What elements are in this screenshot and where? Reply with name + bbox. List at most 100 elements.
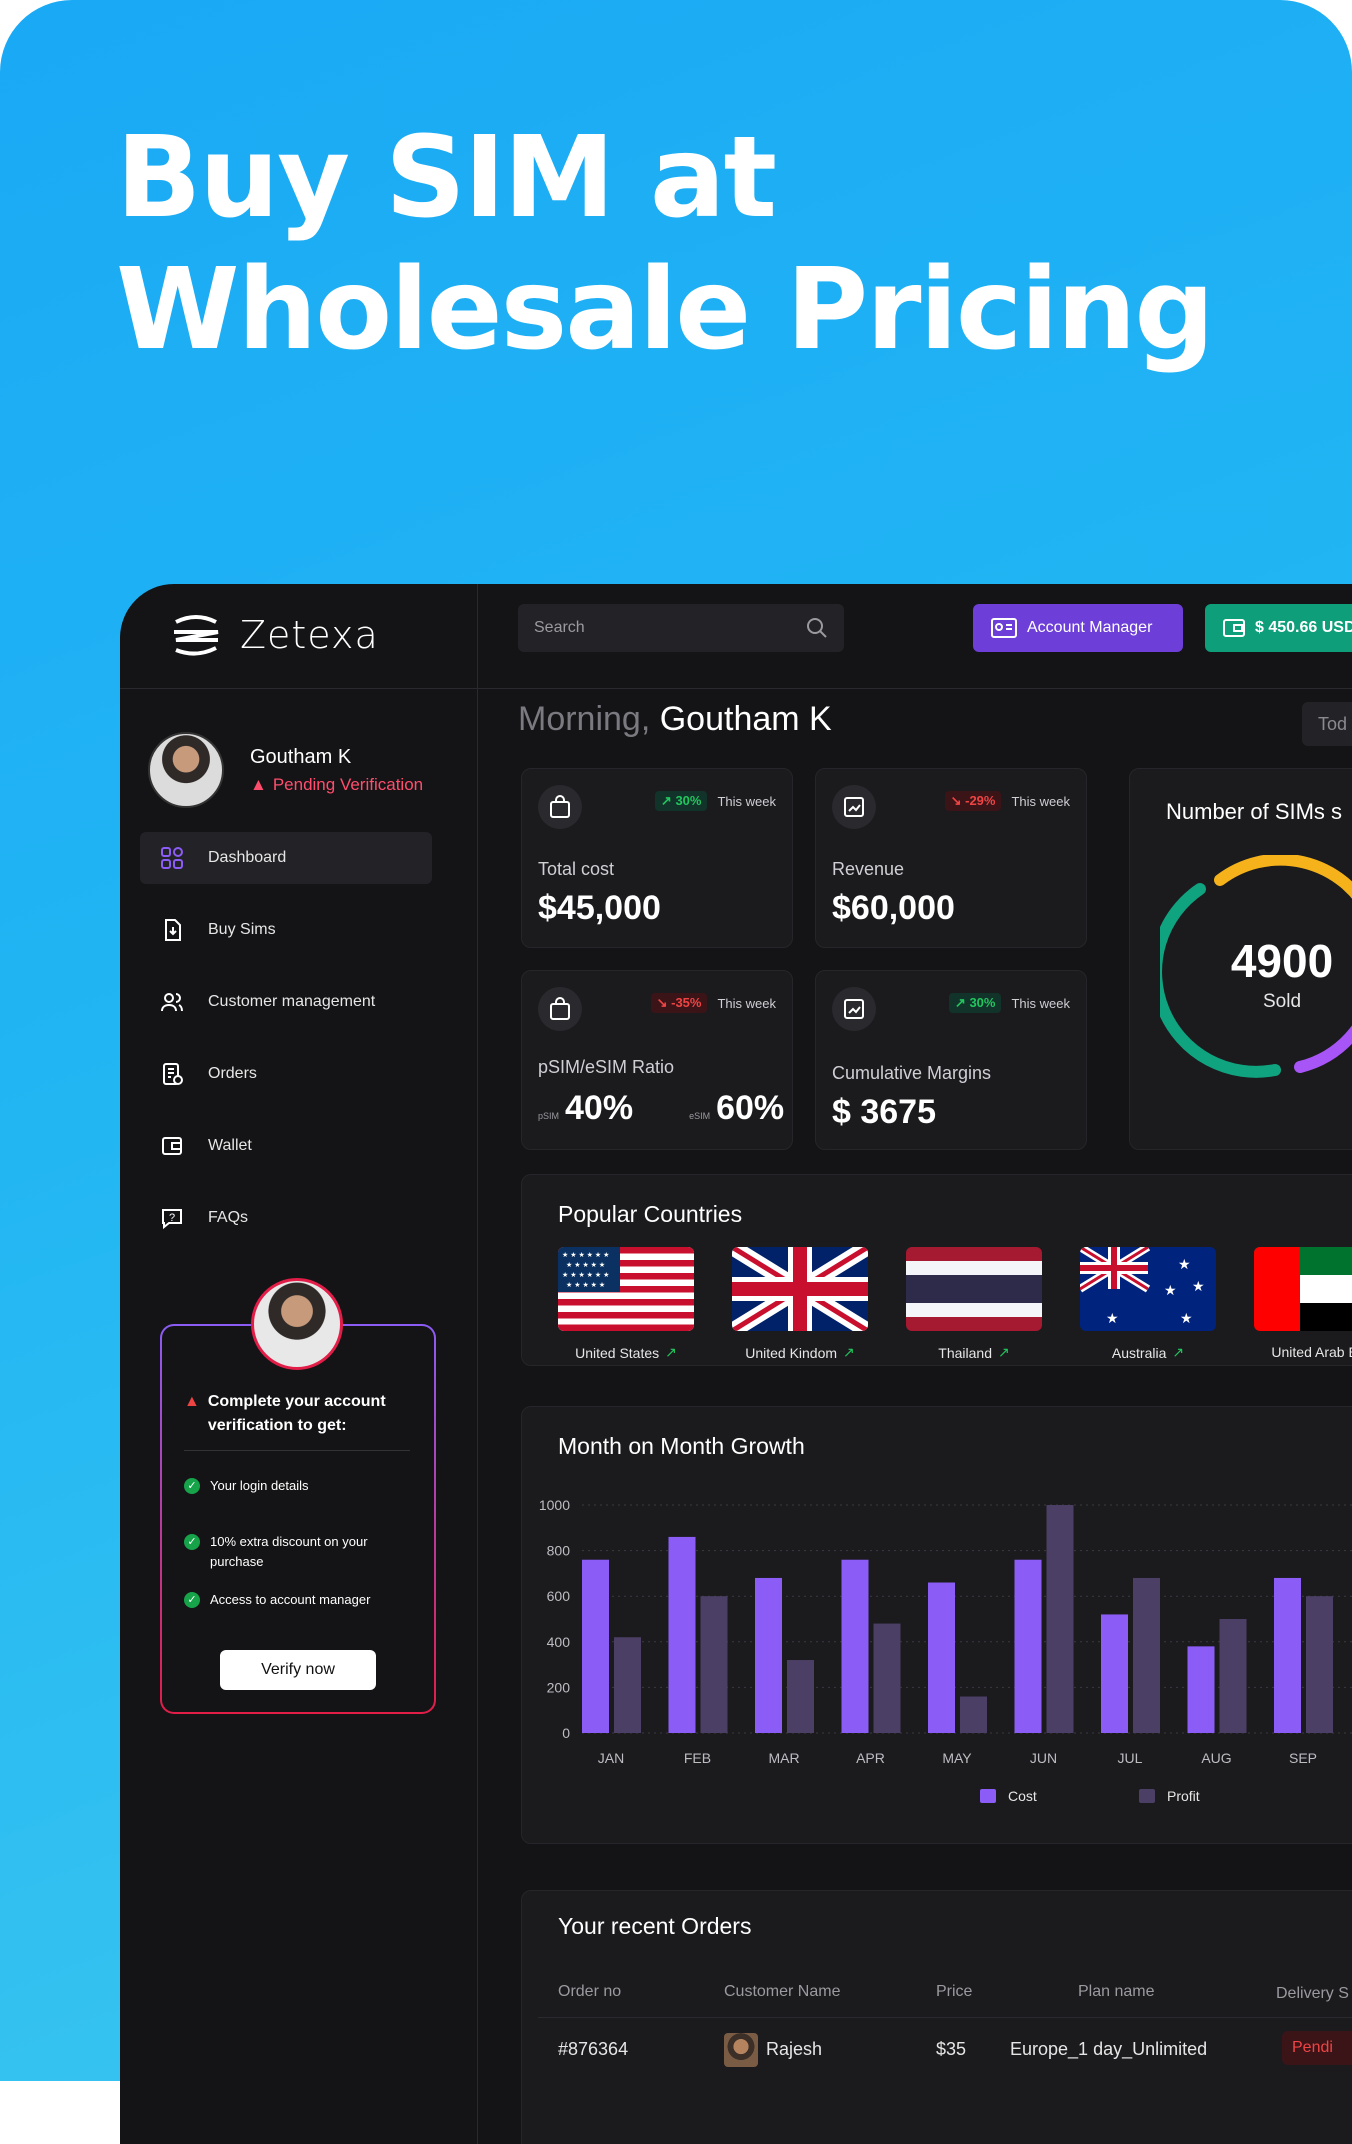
trend-period: This week xyxy=(1011,995,1070,1011)
bar-profit-apr xyxy=(873,1623,901,1733)
faq-icon: ? xyxy=(162,1209,182,1230)
chart-icon xyxy=(832,987,876,1031)
sims-sold-title: Number of SIMs s xyxy=(1166,799,1343,824)
search-input[interactable]: Search xyxy=(518,604,844,652)
x-tick-label: JUL xyxy=(1118,1750,1143,1766)
headline: Buy SIM at Wholesale Pricing xyxy=(116,112,1215,376)
search-icon[interactable] xyxy=(806,617,828,639)
us-flag-icon: ★ ★ ★ ★ ★ ★ ★ ★ ★ ★ ★ ★ ★ ★ ★ ★ ★ ★ ★ ★ ★ ★ xyxy=(558,1247,694,1331)
warning-icon: ▲ xyxy=(184,1393,200,1410)
order-price: $35 xyxy=(936,2039,967,2059)
country-item-uae[interactable]: United Arab Emi xyxy=(1254,1247,1352,1360)
svg-text:★ ★ ★ ★ ★ ★: ★ ★ ★ ★ ★ ★ xyxy=(562,1271,609,1279)
sidebar-nav: Dashboard Buy Sims Customer management O… xyxy=(140,832,432,1264)
x-tick-label: SEP xyxy=(1289,1750,1317,1766)
esim-value: 60% xyxy=(716,1089,785,1127)
column-header[interactable]: Customer Name xyxy=(724,1983,841,2000)
svg-text:★: ★ xyxy=(1178,1256,1191,1272)
zetexa-logo-icon xyxy=(174,615,219,656)
bar-profit-jul xyxy=(1133,1577,1160,1733)
wallet-balance-button[interactable]: $ 450.66 USD xyxy=(1205,604,1352,652)
psim-value: 40% xyxy=(565,1089,634,1127)
sidebar-item-wallet[interactable]: Wallet xyxy=(140,1120,432,1172)
avatar xyxy=(251,1278,343,1370)
stat-value: $ 3675 xyxy=(832,1093,936,1131)
bar-cost-aug xyxy=(1187,1646,1215,1733)
bar-cost-may xyxy=(928,1582,955,1733)
x-tick-label: FEB xyxy=(684,1750,711,1766)
y-tick-label: 0 xyxy=(562,1725,570,1741)
svg-text:★: ★ xyxy=(1192,1278,1205,1294)
bar-profit-aug xyxy=(1219,1619,1247,1733)
popular-countries-title: Popular Countries xyxy=(558,1201,743,1227)
trend-up-icon: ↗ xyxy=(997,1344,1010,1360)
order-number: #876364 xyxy=(558,2039,629,2059)
trend-up-badge: ↗ 30% xyxy=(948,993,1002,1013)
sidebar-item-orders[interactable]: Orders xyxy=(140,1048,432,1100)
trend-period: This week xyxy=(1011,793,1070,809)
header-divider xyxy=(120,688,1352,689)
sims-sold-donut: 4900 Sold xyxy=(1160,855,1352,1078)
divider xyxy=(184,1450,410,1451)
column-header[interactable]: Order no xyxy=(558,1983,622,2000)
verify-now-button[interactable]: Verify now xyxy=(220,1650,376,1690)
total-cost-card: ↗ 30% This week Total cost $45,000 xyxy=(521,768,793,948)
user-profile[interactable]: Goutham K ▲ Pending Verification xyxy=(148,732,423,808)
y-tick-label: 1000 xyxy=(539,1497,570,1513)
svg-text:★: ★ xyxy=(1106,1310,1119,1326)
country-item-united-kingdom[interactable]: United Kindom ↗ xyxy=(727,1240,873,1361)
column-header[interactable]: Price xyxy=(936,1983,973,2000)
bar-cost-feb xyxy=(668,1536,696,1733)
sidebar-item-dashboard[interactable]: Dashboard xyxy=(140,832,432,884)
country-name: Australia xyxy=(1111,1344,1167,1361)
chart-icon xyxy=(832,785,876,829)
sidebar-item-label: Wallet xyxy=(208,1137,252,1154)
sidebar-item-faqs[interactable]: ? FAQs xyxy=(140,1192,432,1244)
trend-indicator: ↘ -35% This week xyxy=(650,993,776,1013)
bar-cost-mar xyxy=(755,1577,782,1733)
greeting-name: Goutham K xyxy=(659,700,832,738)
bar-profit-sep xyxy=(1306,1596,1333,1733)
customer-avatar xyxy=(724,2033,758,2067)
sims-sold-label: Sold xyxy=(1263,991,1301,1012)
sidebar-item-customer-management[interactable]: Customer management xyxy=(140,976,432,1028)
trend-value: 30% xyxy=(969,995,996,1010)
trend-down-badge: ↘ -29% xyxy=(944,791,1002,811)
dashboard-icon xyxy=(161,847,183,869)
wallet-icon xyxy=(1223,619,1245,637)
warning-icon: ▲ xyxy=(250,774,267,794)
x-tick-label: MAR xyxy=(768,1750,799,1766)
country-item-thailand[interactable]: Thailand ↗ xyxy=(906,1247,1042,1361)
benefit-item: ✓ Your login details xyxy=(184,1476,410,1496)
shopping-bag-icon xyxy=(538,785,582,829)
greeting: Morning, Goutham K xyxy=(518,700,832,739)
x-tick-label: AUG xyxy=(1201,1750,1231,1766)
svg-text:?: ? xyxy=(169,1212,175,1224)
sidebar-item-buy-sims[interactable]: Buy Sims xyxy=(140,904,432,956)
wallet-balance: $ 450.66 USD xyxy=(1255,619,1352,636)
trend-down-badge: ↘ -35% xyxy=(650,993,708,1013)
sims-sold-card: Number of SIMs s 4900 Sold xyxy=(1129,768,1352,1150)
country-item-australia[interactable]: ★ ★ ★ ★ ★ Australia ↗ xyxy=(1077,1243,1216,1361)
app-logo[interactable]: Zetexa xyxy=(168,610,379,660)
bar-cost-sep xyxy=(1274,1577,1301,1733)
stat-label: Total cost xyxy=(538,859,615,879)
column-header[interactable]: Delivery S xyxy=(1276,1985,1349,2002)
greeting-prefix: Morning, xyxy=(518,700,651,738)
psim-label: pSIM xyxy=(538,1111,560,1121)
column-header[interactable]: Plan name xyxy=(1078,1983,1155,2000)
legend-label: Profit xyxy=(1167,1788,1200,1804)
users-icon xyxy=(161,993,183,1012)
country-name: United States xyxy=(575,1344,660,1361)
sims-sold-value: 4900 xyxy=(1231,935,1333,987)
country-item-united-states[interactable]: ★ ★ ★ ★ ★ ★ ★ ★ ★ ★ ★ ★ ★ ★ ★ ★ ★ ★ ★ ★ ★ ★… xyxy=(558,1247,694,1361)
x-tick-label: JUN xyxy=(1030,1750,1057,1766)
date-filter-select[interactable]: Tod xyxy=(1302,702,1352,746)
status-text: Pending Verification xyxy=(272,774,424,794)
stat-value: $45,000 xyxy=(538,889,661,927)
revenue-card: ↘ -29% This week Revenue $60,000 xyxy=(815,768,1087,948)
account-manager-button[interactable]: Account Manager xyxy=(973,604,1183,652)
trend-indicator: ↘ -29% This week xyxy=(944,791,1070,811)
margins-card: ↗ 30% This week Cumulative Margins $ 3675 xyxy=(815,970,1087,1150)
verification-title: ▲ Complete your account verification to … xyxy=(184,1390,420,1438)
